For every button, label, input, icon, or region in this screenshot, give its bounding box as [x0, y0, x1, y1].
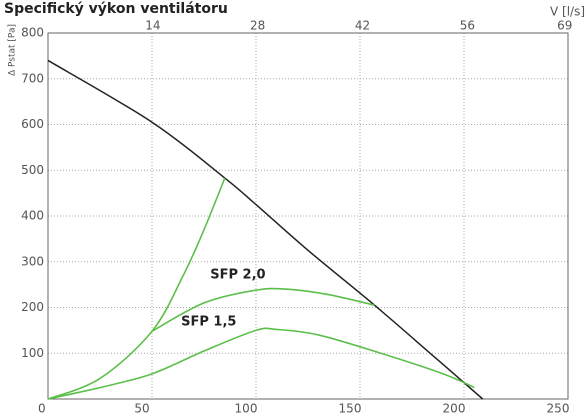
y-tick-label: 300 — [21, 254, 44, 268]
annotation: SFP 1,5 — [181, 315, 236, 330]
y-tick-label: 400 — [21, 209, 44, 223]
x-tick-label: 200 — [443, 402, 466, 416]
y-tick-label: 200 — [21, 300, 44, 314]
series-line — [47, 59, 484, 400]
x2-tick-label: 28 — [250, 19, 265, 33]
series-line — [151, 287, 375, 332]
series-line — [47, 327, 475, 400]
plot-frame — [47, 32, 569, 400]
y-tick-label: 600 — [21, 117, 44, 131]
x-tick-label: 250 — [547, 402, 570, 416]
y-tick-label: 800 — [21, 26, 44, 40]
series-line — [47, 177, 226, 400]
x-tick-label: 50 — [134, 402, 149, 416]
y-tick-label: 100 — [21, 346, 44, 360]
x2-tick-label: 14 — [145, 19, 160, 33]
annotation: SFP 2,0 — [210, 268, 265, 283]
x2-tick-label: 56 — [460, 19, 475, 33]
x-tick-label: 150 — [339, 402, 362, 416]
y-axis-label: Δ Pstat [Pa] — [8, 24, 18, 76]
y-tick-label: 500 — [21, 163, 44, 177]
y-tick-label: 700 — [21, 71, 44, 85]
x-tick-label: 100 — [235, 402, 258, 416]
x2-axis-label: V [l/s] — [550, 5, 585, 19]
x-tick-label: 0 — [38, 402, 46, 416]
x2-tick-label: 69 — [557, 19, 572, 33]
chart-title: Specifický výkon ventilátoru — [4, 1, 228, 17]
x2-tick-label: 42 — [355, 19, 370, 33]
